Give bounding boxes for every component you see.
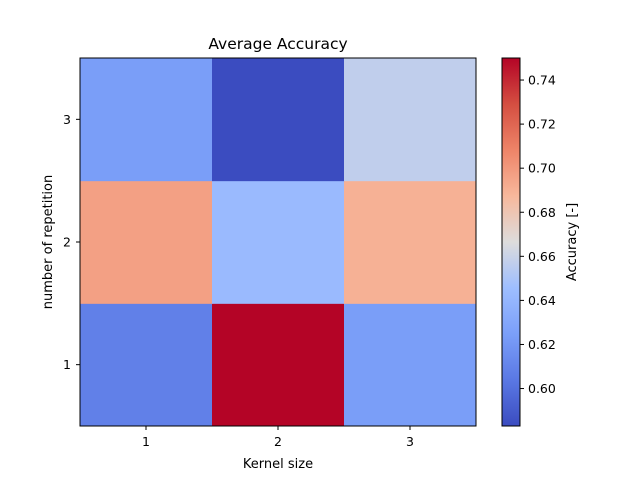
colorbar-tick-label: 0.60 (528, 381, 556, 396)
x-tick-label: 1 (142, 434, 150, 449)
heatmap-cell-r2-c3 (344, 180, 477, 304)
heatmap-cells (80, 58, 477, 427)
x-tick-label: 3 (406, 434, 414, 449)
x-tick-label: 2 (274, 434, 282, 449)
y-tick-label: 3 (63, 112, 71, 127)
colorbar-tick-label: 0.66 (528, 249, 556, 264)
x-axis-ticks: 1 2 3 (142, 426, 414, 449)
heatmap-cell-r2-c1 (80, 180, 213, 304)
y-axis-ticks: 1 2 3 (63, 112, 80, 372)
y-axis-label: number of repetition (41, 175, 56, 309)
heatmap-cell-r3-c2 (212, 58, 345, 182)
heatmap-cell-r3-c1 (80, 58, 213, 182)
colorbar-tick-label: 0.70 (528, 161, 556, 176)
x-axis-label: Kernel size (243, 457, 313, 472)
colorbar-tick-label: 0.68 (528, 205, 556, 220)
chart-title: Average Accuracy (208, 35, 347, 53)
heatmap-cell-r1-c3 (344, 303, 477, 427)
colorbar-label: Accuracy [-] (565, 203, 580, 281)
colorbar-ticks: 0.60 0.62 0.64 0.66 0.68 0.70 0.72 0.74 (520, 73, 556, 396)
colorbar-tick-label: 0.62 (528, 337, 556, 352)
heatmap-cell-r1-c2 (212, 303, 345, 427)
heatmap-cell-r2-c2 (212, 180, 345, 304)
colorbar (501, 57, 521, 427)
y-tick-label: 2 (63, 235, 71, 250)
colorbar-tick-label: 0.64 (528, 293, 556, 308)
y-tick-label: 1 (63, 357, 71, 372)
heatmap-cell-r3-c3 (344, 58, 477, 182)
colorbar-tick-label: 0.72 (528, 117, 556, 132)
colorbar-tick-label: 0.74 (528, 73, 556, 88)
heatmap-cell-r1-c1 (80, 303, 213, 427)
